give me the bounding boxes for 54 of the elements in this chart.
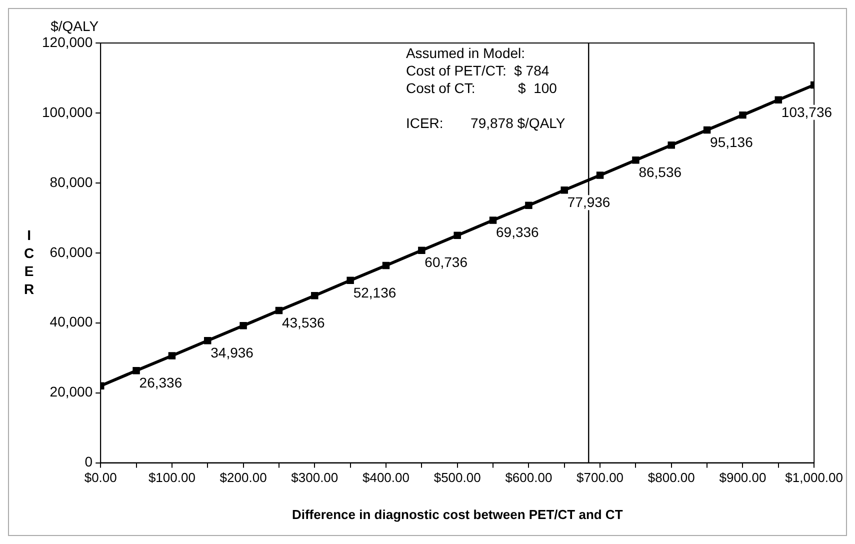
point bbox=[525, 202, 532, 209]
point bbox=[346, 276, 354, 284]
point bbox=[668, 142, 676, 149]
point bbox=[275, 306, 283, 314]
point bbox=[311, 292, 318, 300]
x-tick-label: $1,000.00 bbox=[785, 470, 844, 486]
x-tick-label: $200.00 bbox=[220, 470, 267, 486]
data-label: 86,536 bbox=[638, 164, 682, 180]
x-tick-label: $600.00 bbox=[505, 470, 552, 486]
x-tick-label: $0.00 bbox=[84, 470, 117, 486]
point bbox=[240, 322, 247, 330]
data-label: 26,336 bbox=[139, 374, 182, 391]
y-tick-label: 0 bbox=[84, 454, 93, 470]
data-label: 103,736 bbox=[781, 104, 832, 120]
y-tick-label: 120,000 bbox=[42, 34, 93, 50]
y-axis-title: ICER bbox=[24, 226, 34, 297]
data-label: 60,736 bbox=[424, 254, 468, 270]
y-tick-label: 40,000 bbox=[50, 314, 93, 330]
data-label: 34,936 bbox=[210, 344, 254, 360]
point bbox=[418, 246, 426, 254]
data-label: 77,936 bbox=[567, 194, 610, 210]
point bbox=[632, 156, 640, 164]
y-tick-label: 100,000 bbox=[42, 104, 93, 120]
annotation: ICER: 79,878 $/QALY bbox=[406, 114, 566, 131]
annotation: Cost of CT: $ 100 bbox=[406, 80, 558, 96]
x-tick-label: $900.00 bbox=[719, 470, 766, 486]
x-tick-label: $100.00 bbox=[148, 470, 196, 486]
annotation: Assumed in Model: bbox=[406, 44, 526, 61]
data-label: 43,536 bbox=[282, 314, 326, 330]
x-tick-label: $400.00 bbox=[362, 470, 410, 486]
x-tick-label: $700.00 bbox=[576, 470, 624, 486]
text: $/QALY bbox=[50, 18, 100, 34]
point bbox=[703, 126, 711, 134]
x-tick-label: $300.00 bbox=[291, 470, 338, 486]
data-label: 52,136 bbox=[353, 284, 396, 300]
data-label: 95,136 bbox=[710, 134, 754, 150]
annotation: Cost of PET/CT: $ 784 bbox=[406, 62, 550, 78]
x-tick-label: $500.00 bbox=[434, 470, 481, 486]
point bbox=[168, 352, 176, 360]
point bbox=[454, 232, 461, 240]
y-tick-label: 60,000 bbox=[50, 244, 93, 260]
point bbox=[132, 367, 140, 374]
x-axis-title: Difference in diagnostic cost between PET/CT and CT bbox=[292, 506, 623, 522]
y-tick-label: 20,000 bbox=[50, 384, 93, 400]
x-tick-label: $800.00 bbox=[648, 470, 695, 486]
point bbox=[489, 216, 497, 224]
point bbox=[596, 172, 604, 179]
point bbox=[382, 262, 390, 270]
point bbox=[774, 96, 782, 104]
data-label: 69,336 bbox=[496, 224, 540, 240]
point bbox=[560, 186, 568, 194]
point bbox=[204, 336, 212, 344]
point bbox=[739, 111, 746, 119]
y-tick-label: 80,000 bbox=[50, 174, 93, 190]
